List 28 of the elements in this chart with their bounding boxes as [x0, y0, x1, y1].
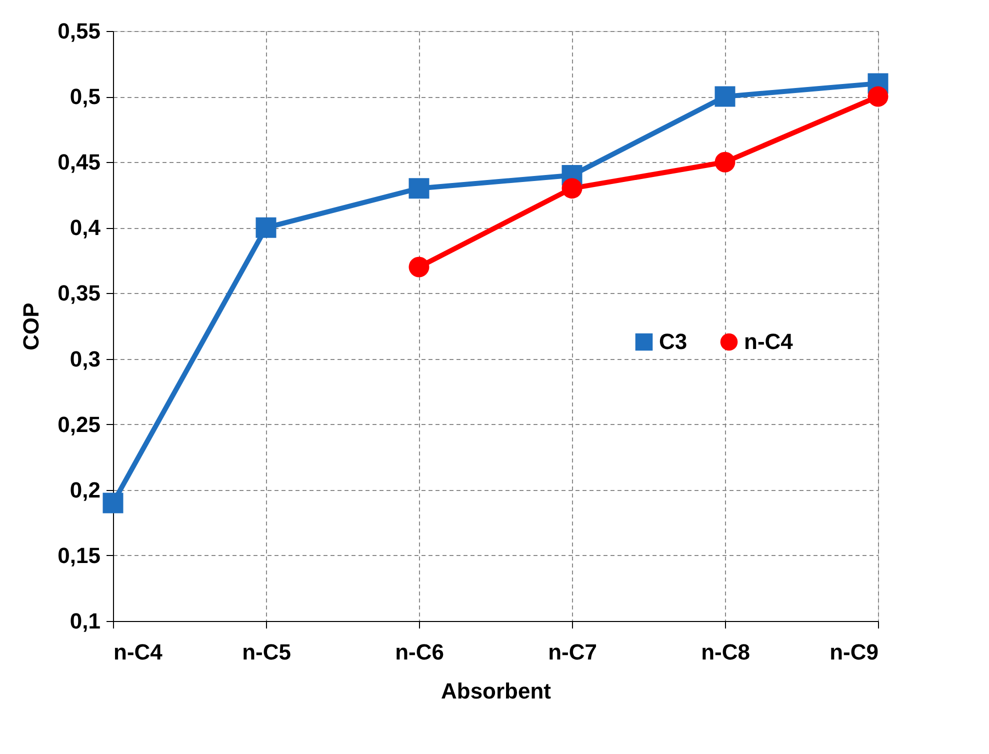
point — [408, 178, 430, 199]
y-tick-label: 0,5 — [70, 84, 100, 110]
legend-label: C3 — [659, 329, 688, 354]
y-axis-title: COP — [18, 302, 44, 350]
y-tick-label: 0,2 — [70, 477, 100, 502]
point — [102, 492, 124, 514]
y-tick-label: 0,1 — [70, 608, 100, 634]
legend-label: n-C4 — [744, 329, 794, 354]
y-tick-label: 0,45 — [58, 150, 100, 175]
point — [562, 178, 582, 199]
y-tick-label: 0,3 — [70, 346, 100, 372]
x-tick-label: n-C4 — [114, 640, 164, 664]
point — [868, 86, 888, 107]
x-tick-label: n-C8 — [701, 640, 750, 664]
point — [714, 86, 736, 107]
y-tick-label: 0,25 — [58, 412, 100, 437]
y-tick-label: 0,35 — [58, 280, 100, 306]
point — [714, 152, 736, 172]
y-tick-label: 0,4 — [70, 215, 102, 240]
y-tick-label: 0,15 — [58, 542, 100, 568]
y-tick-label: 0,55 — [58, 18, 100, 44]
x-tick-label: n-C7 — [548, 640, 597, 664]
x-tick-label: n-C9 — [830, 640, 878, 664]
point — [408, 256, 430, 278]
point — [256, 217, 276, 238]
x-tick-label: n-C6 — [395, 640, 444, 664]
x-axis-title: Absorbent — [441, 678, 552, 704]
x-tick-label: n-C5 — [242, 640, 291, 664]
